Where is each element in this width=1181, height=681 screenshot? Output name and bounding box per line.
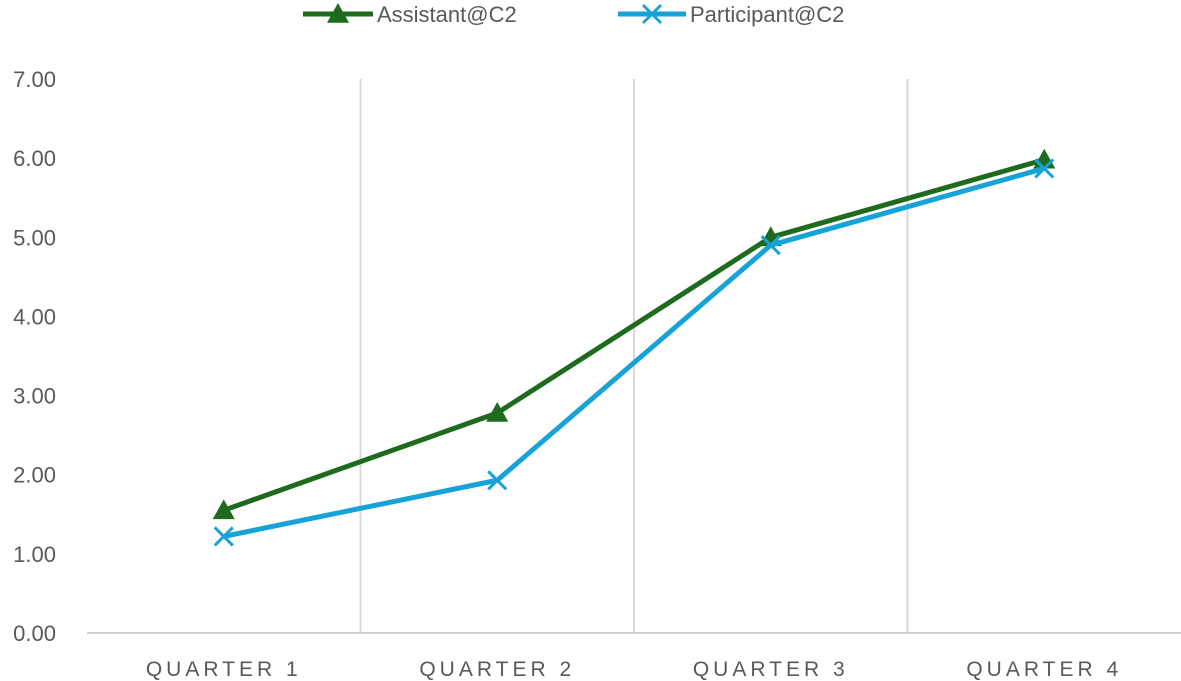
x-tick-label: QUARTER 3 [693,658,849,681]
data-point-x [760,235,781,256]
x-marker-stroke [1034,158,1055,179]
legend-item: Participant@C2 [618,2,844,27]
x-tick-label: QUARTER 4 [966,658,1122,681]
legend: Assistant@C2 Participant@C2 [303,2,844,27]
x-marker-stroke [487,470,508,491]
vertical-gridlines [359,79,909,633]
x-marker-stroke [641,3,663,25]
data-point-x [213,526,234,547]
data-point-triangle [212,499,235,520]
legend-label: Participant@C2 [690,2,844,27]
x-marker-stroke [760,235,781,256]
x-marker-stroke [213,526,234,547]
legend-label: Assistant@C2 [377,2,517,27]
x-axis-tick-labels: QUARTER 1 QUARTER 2 QUARTER 3 QUARTER 4 [146,658,1122,681]
data-point-x [1034,158,1055,179]
legend-item: Assistant@C2 [303,2,517,27]
y-tick-label: 0.00 [13,621,56,646]
series-participant-c2 [213,158,1055,547]
y-tick-label: 3.00 [13,384,56,409]
y-axis-tick-labels: 0.00 1.00 2.00 3.00 4.00 5.00 6.00 7.00 [13,67,56,646]
data-point-triangle [486,401,509,422]
legend-triangle-marker [327,3,349,23]
legend-x-marker [641,3,663,25]
y-tick-label: 1.00 [13,542,56,567]
y-tick-label: 5.00 [13,225,56,250]
y-tick-label: 2.00 [13,463,56,488]
series-line [222,157,1045,513]
series-lines [212,148,1056,547]
x-tick-label: QUARTER 1 [146,658,302,681]
y-tick-label: 7.00 [13,67,56,92]
series-line [223,166,1045,539]
y-tick-label: 4.00 [13,304,56,329]
y-tick-label: 6.00 [13,146,56,171]
data-point-x [487,470,508,491]
x-tick-label: QUARTER 2 [419,658,575,681]
